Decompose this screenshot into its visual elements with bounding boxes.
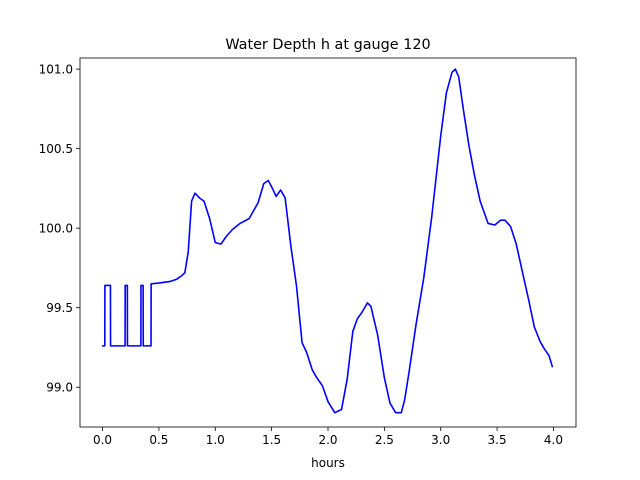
chart-title: Water Depth h at gauge 120 — [225, 37, 430, 53]
y-axis: 99.0 99.5 100.0 100.5 101.0 — [39, 63, 80, 395]
x-tick-label: 2.0 — [318, 433, 337, 447]
y-tick-label: 99.0 — [46, 381, 73, 395]
y-tick-label: 101.0 — [39, 63, 73, 77]
x-tick-label: 3.0 — [431, 433, 450, 447]
y-tick-label: 100.5 — [39, 142, 73, 156]
y-tick-label: 100.0 — [39, 222, 73, 236]
x-axis: 0.0 0.5 1.0 1.5 2.0 2.5 3.0 3.5 4.0 — [93, 427, 563, 447]
data-layer — [101, 68, 554, 414]
y-tick-label: 99.5 — [46, 301, 73, 315]
x-tick-label: 0.0 — [93, 433, 112, 447]
x-tick-label: 1.0 — [206, 433, 225, 447]
plot-frame — [79, 57, 577, 428]
series-line-0 — [101, 68, 554, 414]
x-tick-label: 1.5 — [262, 433, 281, 447]
x-tick-label: 2.5 — [375, 433, 394, 447]
x-axis-label: hours — [311, 456, 345, 470]
x-tick-label: 3.5 — [488, 433, 507, 447]
x-tick-label: 4.0 — [544, 433, 563, 447]
x-tick-label: 0.5 — [149, 433, 168, 447]
